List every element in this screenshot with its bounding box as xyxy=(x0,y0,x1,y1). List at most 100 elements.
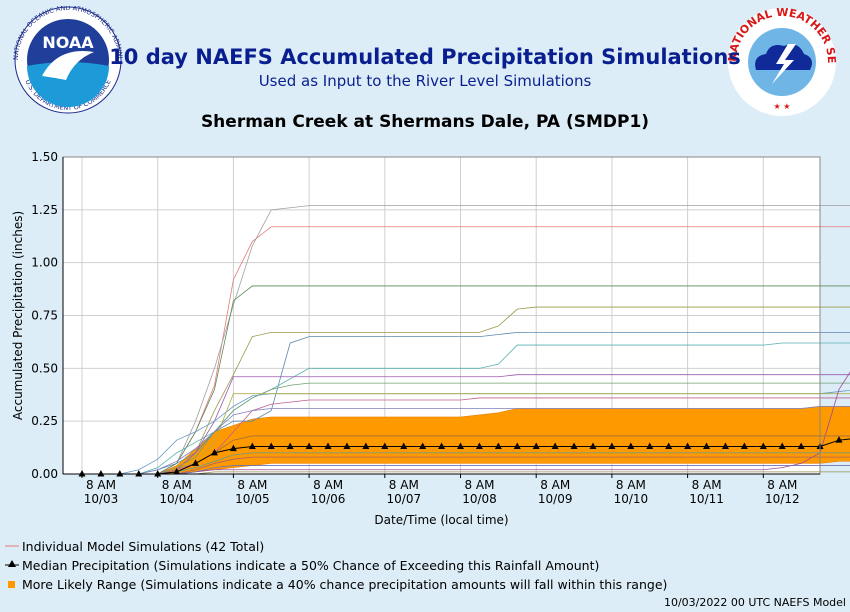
legend-range-swatch xyxy=(8,581,15,588)
median-marker xyxy=(740,442,748,450)
median-marker xyxy=(362,442,370,450)
y-tick-label: 1.25 xyxy=(31,203,58,217)
model-simulation-line xyxy=(82,471,850,475)
legend-range: More Likely Range (Simulations indicate … xyxy=(22,577,668,592)
median-line xyxy=(78,436,850,477)
median-marker xyxy=(343,442,351,450)
median-marker xyxy=(78,470,86,477)
median-marker xyxy=(305,442,313,450)
median-marker xyxy=(324,442,332,450)
model-simulation-line xyxy=(82,205,850,475)
model-simulation-line xyxy=(82,374,850,475)
median-marker xyxy=(154,470,162,477)
model-simulation-line xyxy=(82,226,850,475)
y-tick-label: 1.50 xyxy=(31,150,58,164)
svg-text:★ ★: ★ ★ xyxy=(774,102,791,111)
x-tick-label-time: 8 AM xyxy=(540,478,570,492)
median-marker xyxy=(570,442,578,450)
median-marker xyxy=(286,442,294,450)
median-marker xyxy=(475,442,483,450)
x-tick-label-date: 10/05 xyxy=(235,492,270,506)
model-simulation-line xyxy=(82,332,850,475)
median-marker xyxy=(494,442,502,450)
median-marker xyxy=(248,442,256,450)
x-axis-label: Date/Time (local time) xyxy=(374,513,508,527)
median-marker xyxy=(267,442,275,450)
x-tick-label-time: 8 AM xyxy=(464,478,494,492)
median-marker xyxy=(173,467,181,475)
median-marker xyxy=(135,470,143,477)
y-tick-label: 0.50 xyxy=(31,361,58,375)
x-tick-label-date: 10/10 xyxy=(614,492,649,506)
x-tick-label-date: 10/07 xyxy=(387,492,422,506)
x-tick-label-date: 10/09 xyxy=(538,492,573,506)
median-marker xyxy=(438,442,446,450)
median-marker xyxy=(116,470,124,477)
x-tick-label-date: 10/11 xyxy=(689,492,724,506)
x-tick-label-time: 8 AM xyxy=(692,478,722,492)
legend-median-marker xyxy=(8,560,16,567)
median-marker xyxy=(400,442,408,450)
median-marker xyxy=(703,442,711,450)
legend-individual: Individual Model Simulations (42 Total) xyxy=(22,539,265,554)
model-simulation-line xyxy=(82,393,850,475)
nws-logo: NATIONAL WEATHER SERVICE ★ ★ xyxy=(722,6,838,116)
median-marker xyxy=(665,442,673,450)
model-simulation-line xyxy=(82,285,850,475)
noaa-logo: NATIONAL OCEANIC AND ATMOSPHERIC ADMINIS… xyxy=(8,6,124,114)
model-run-footer: 10/03/2022 00 UTC NAEFS Model xyxy=(663,596,846,609)
median-marker xyxy=(192,459,200,466)
median-marker xyxy=(229,444,237,452)
x-tick-label-time: 8 AM xyxy=(389,478,419,492)
x-tick-label-date: 10/04 xyxy=(159,492,194,506)
x-tick-label-time: 8 AM xyxy=(237,478,267,492)
location-title: Sherman Creek at Shermans Dale, PA (SMDP… xyxy=(200,112,650,132)
median-marker xyxy=(797,442,805,450)
legend-swatches xyxy=(5,545,19,588)
model-simulation-line xyxy=(82,452,850,475)
x-tick-label-date: 10/08 xyxy=(462,492,497,506)
x-tick-label-date: 10/06 xyxy=(311,492,346,506)
median-marker xyxy=(513,442,521,450)
legend-median: Median Precipitation (Simulations indica… xyxy=(22,558,600,573)
x-tick-label-time: 8 AM xyxy=(86,478,116,492)
median-marker xyxy=(551,442,559,450)
noaa-logo-text: NOAA xyxy=(42,33,94,52)
x-tick-label-date: 10/12 xyxy=(765,492,800,506)
model-simulation-line xyxy=(82,435,850,475)
median-marker xyxy=(646,442,654,450)
x-tick-label-time: 8 AM xyxy=(767,478,797,492)
median-marker xyxy=(608,442,616,450)
median-marker xyxy=(532,442,540,450)
model-simulation-line xyxy=(82,397,850,475)
model-simulation-line xyxy=(82,382,850,475)
y-axis-label: Accumulated Precipitation (inches) xyxy=(11,211,25,420)
chart-title: 10 day NAEFS Accumulated Precipitation S… xyxy=(109,45,741,69)
model-series xyxy=(82,205,850,475)
median-marker xyxy=(589,442,597,450)
y-tick-label: 0.25 xyxy=(31,414,58,428)
median-marker xyxy=(721,442,729,450)
chart-subtitle: Used as Input to the River Level Simulat… xyxy=(258,72,592,90)
x-tick-label-date: 10/03 xyxy=(84,492,119,506)
y-tick-label: 0.00 xyxy=(31,467,58,481)
x-tick-label-time: 8 AM xyxy=(313,478,343,492)
model-simulation-line xyxy=(82,306,850,475)
median-marker xyxy=(835,436,843,443)
median-marker xyxy=(381,442,389,450)
median-marker xyxy=(778,442,786,450)
model-simulation-line xyxy=(82,405,850,475)
model-simulation-line xyxy=(82,371,850,475)
y-tick-label: 0.75 xyxy=(31,309,58,323)
model-simulation-line xyxy=(82,456,850,475)
model-simulation-line xyxy=(82,465,850,475)
median-marker xyxy=(684,442,692,450)
median-marker xyxy=(97,470,105,477)
x-tick-label-time: 8 AM xyxy=(162,478,192,492)
median-marker xyxy=(457,442,464,450)
median-marker xyxy=(210,448,218,456)
median-marker xyxy=(419,442,427,450)
median-marker xyxy=(759,442,767,450)
